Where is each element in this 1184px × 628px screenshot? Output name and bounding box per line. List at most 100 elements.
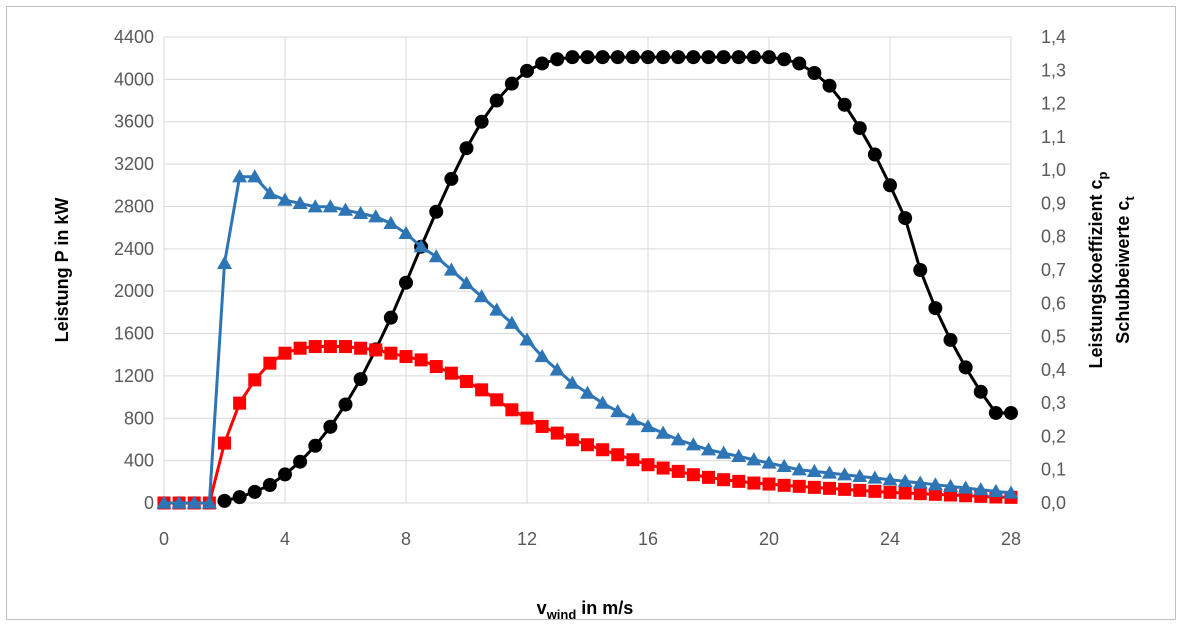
data-point-square — [460, 375, 473, 389]
data-point-circle — [610, 50, 625, 65]
data-point-triangle — [701, 442, 716, 456]
data-point-triangle — [927, 477, 943, 491]
data-point-circle — [535, 56, 550, 71]
data-point-square — [883, 485, 897, 499]
data-point-triangle — [156, 495, 172, 509]
data-point-triangle — [1003, 485, 1019, 499]
data-point-triangle — [625, 412, 641, 426]
y-axis-right-title-1-main: Leistungskoeffizient c — [1086, 179, 1106, 368]
data-point-square — [233, 396, 247, 410]
y-right-tick-label: 1,0 — [1041, 160, 1066, 180]
data-point-square — [702, 470, 715, 484]
data-point-triangle — [640, 418, 656, 433]
data-point-circle — [338, 397, 353, 412]
data-point-square — [263, 356, 277, 370]
data-point-square — [656, 461, 670, 475]
data-point-square — [626, 453, 640, 467]
data-point-circle — [807, 66, 822, 81]
data-point-triangle — [806, 463, 822, 478]
data-point-circle — [262, 477, 277, 492]
data-point-square — [293, 341, 307, 355]
data-point-circle — [520, 63, 534, 78]
series-line — [224, 55, 1011, 503]
data-point-circle — [958, 360, 973, 375]
data-point-triangle — [201, 495, 217, 509]
data-point-square — [339, 340, 352, 354]
data-point-triangle — [262, 185, 278, 200]
data-point-triangle — [232, 169, 248, 183]
data-point-triangle — [307, 199, 323, 213]
x-axis-title: vwind in m/s — [537, 598, 634, 622]
data-point-triangle — [882, 472, 898, 486]
y-left-tick-label: 1200 — [114, 366, 154, 386]
data-point-triangle — [519, 332, 535, 346]
data-point-triangle — [171, 495, 187, 509]
y-axis-left-title: Leistung P in kW — [52, 198, 72, 343]
data-point-square — [823, 481, 836, 495]
data-point-square — [732, 474, 746, 488]
data-point-square — [248, 373, 262, 387]
data-point-square — [717, 473, 731, 487]
data-point-square — [354, 341, 368, 355]
data-point-circle — [278, 467, 292, 482]
data-point-square — [868, 484, 882, 498]
data-point-triangle — [852, 468, 868, 482]
data-point-triangle — [443, 262, 459, 276]
data-point-triangle — [398, 225, 414, 240]
data-point-circle — [625, 50, 640, 65]
y-axis-right-title-1: Leistungskoeffizient cp — [1086, 171, 1110, 368]
data-point-circle — [504, 76, 519, 91]
data-point-square — [565, 433, 579, 447]
data-point-triangle — [217, 255, 232, 269]
data-point-triangle — [655, 425, 671, 439]
y-left-tick-label: 1600 — [114, 324, 154, 344]
data-point-triangle — [564, 375, 580, 389]
y-axis-right-title-2: Schubbeiwerte ct — [1113, 196, 1137, 344]
data-point-circle — [323, 419, 338, 434]
data-point-circle — [383, 310, 398, 325]
series-group — [156, 50, 1019, 510]
data-point-circle — [822, 78, 837, 93]
data-point-square — [581, 438, 594, 452]
data-point-square — [399, 350, 413, 364]
data-point-circle — [746, 50, 761, 65]
data-point-triangle — [247, 169, 263, 183]
data-point-triangle — [958, 480, 974, 494]
data-point-triangle — [413, 239, 429, 253]
x-tick-label: 20 — [759, 529, 779, 549]
data-point-square — [777, 478, 791, 492]
data-point-triangle — [973, 482, 989, 496]
data-point-circle — [852, 121, 867, 136]
data-point-square — [505, 403, 519, 417]
data-point-square — [218, 436, 231, 450]
x-axis-title-main: v — [537, 598, 547, 618]
data-point-square — [671, 464, 685, 478]
y-right-tick-label: 1,1 — [1041, 127, 1066, 147]
data-point-circle — [308, 438, 323, 453]
data-point-triangle — [943, 478, 958, 492]
gridlines — [163, 36, 1012, 504]
data-point-circle — [898, 211, 913, 226]
data-point-triangle — [912, 475, 928, 489]
data-point-square — [853, 483, 867, 497]
data-point-triangle — [595, 395, 611, 409]
data-point-circle — [867, 147, 882, 162]
y-left-tick-label: 400 — [124, 451, 154, 471]
data-point-triangle — [988, 483, 1004, 497]
data-point-square — [414, 353, 428, 367]
data-point-triangle — [670, 432, 686, 446]
y-left-tick-label: 4400 — [114, 27, 154, 47]
y-left-tick-label: 3200 — [114, 154, 154, 174]
data-point-circle — [641, 50, 655, 65]
data-point-triangle — [685, 437, 701, 451]
data-point-circle — [293, 454, 308, 469]
data-point-square — [535, 419, 549, 433]
data-point-circle — [459, 141, 474, 156]
y-right-tick-label: 0,5 — [1041, 327, 1066, 347]
y-right-tick-label: 0,3 — [1041, 393, 1066, 413]
data-point-triangle — [776, 458, 792, 473]
data-point-triangle — [716, 445, 732, 459]
data-point-square — [444, 366, 458, 380]
data-point-circle — [943, 332, 958, 347]
